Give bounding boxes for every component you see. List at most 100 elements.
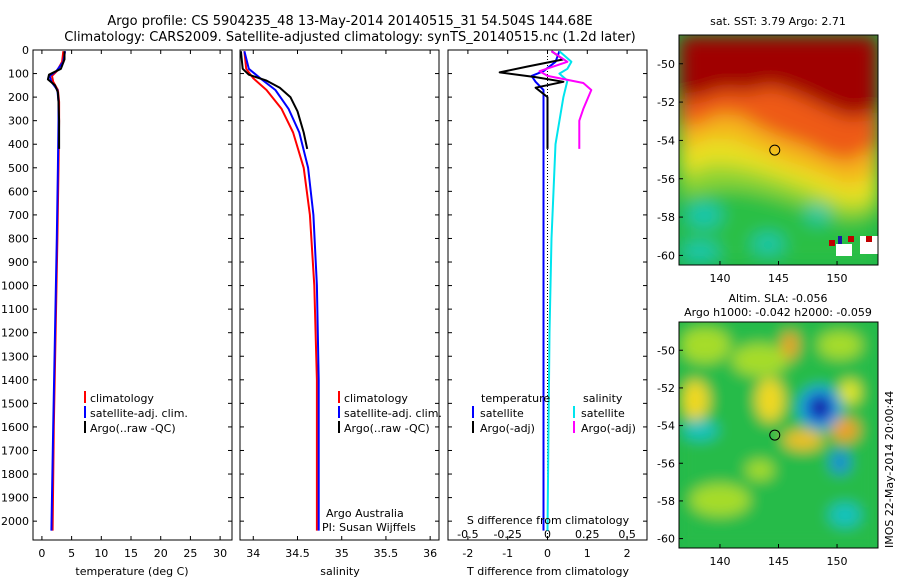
legend-label-sal-satellite: satellite — [581, 407, 625, 420]
sla-argo-location-marker — [769, 429, 781, 441]
x-tick-label: 35 — [335, 547, 349, 560]
salinity-series — [239, 50, 320, 531]
legend-swatch-sal-argo — [573, 421, 575, 433]
sla-map — [679, 322, 878, 548]
x-tick-label: 20 — [154, 547, 168, 560]
difference-top-label: S difference from climatology — [467, 514, 630, 527]
series-line-argo-raw-qc — [46, 51, 66, 149]
y-tick-label: 2000 — [1, 515, 29, 528]
source-note-line-1: Argo Australia — [326, 507, 404, 520]
map-y-tick-label: -60 — [657, 249, 675, 262]
salinity-legend: climatology satellite-adj. clim. Argo(..… — [338, 391, 442, 435]
map-y-tick-label: -60 — [657, 533, 675, 546]
sst-map — [679, 35, 878, 265]
legend-swatch-climatology — [84, 391, 86, 403]
legend-swatch-climatology — [338, 391, 340, 403]
legend-swatch-temp-argo — [472, 421, 474, 433]
y-tick-label: 1200 — [1, 327, 29, 340]
x-tick-label: -2 — [462, 547, 473, 560]
series-line-temperature-satellite — [530, 50, 561, 531]
legend-label-satellite: satellite-adj. clim. — [344, 407, 442, 420]
sla-map-axes: 140 145 150 -50 -52 -54 -56 -58 -60 — [657, 344, 847, 568]
title-line-2: Climatology: CARS2009. Satellite-adjuste… — [64, 30, 636, 45]
series-line-temperature-argo-adj — [498, 50, 565, 149]
temperature-panel-frame — [32, 49, 233, 541]
x-tick-label: 36 — [423, 547, 437, 560]
series-line-argo-raw-qc — [239, 51, 309, 150]
sst-argo-location-marker — [769, 144, 781, 156]
imos-timestamp: IMOS 22-May-2014 20:00:44 — [883, 391, 896, 548]
map-x-tick-label: 140 — [709, 272, 730, 285]
series-line-satellite-adj-clim — [243, 50, 320, 531]
y-tick-label: 400 — [8, 138, 29, 151]
y-tick-label: 800 — [8, 232, 29, 245]
legend-label-argo: Argo(..raw -QC) — [90, 422, 176, 435]
sst-map-title: sat. SST: 3.79 Argo: 2.71 — [710, 15, 846, 28]
x-tick-label: 15 — [124, 547, 138, 560]
series-line-salinity-argo-adj — [538, 50, 593, 149]
x-tick-label: 2 — [624, 547, 631, 560]
map-y-tick-label: -50 — [657, 58, 675, 71]
top-tick-label: 0.25 — [575, 528, 600, 541]
map-x-tick-label: 145 — [768, 555, 789, 568]
map-y-tick-label: -54 — [657, 420, 675, 433]
legend-swatch-sal-satellite — [573, 406, 575, 418]
legend-label-climatology: climatology — [90, 392, 154, 405]
legend-swatch-temp-satellite — [472, 406, 474, 418]
y-tick-label: 1700 — [1, 444, 29, 457]
legend-swatch-satellite — [84, 406, 86, 418]
y-tick-label: 1100 — [1, 303, 29, 316]
sst-map-axes: 140 145 150 -50 -52 -54 -56 -58 -60 — [657, 58, 847, 285]
y-tick-label: 1400 — [1, 374, 29, 387]
map-x-tick-label: 150 — [827, 555, 848, 568]
salinity-xlabel: salinity — [320, 565, 360, 578]
difference-legend: temperature satellite Argo(-adj) salinit… — [472, 392, 636, 435]
legend-label-climatology: climatology — [344, 392, 408, 405]
x-tick-label: 0 — [544, 547, 551, 560]
temperature-axes: 0100200300400500600700800900100011001200… — [1, 44, 232, 560]
legend-title-temperature: temperature — [481, 392, 550, 405]
x-tick-label: 0 — [38, 547, 45, 560]
map-y-tick-label: -56 — [657, 457, 675, 470]
map-x-tick-label: 145 — [768, 272, 789, 285]
x-tick-label: 10 — [94, 547, 108, 560]
x-tick-label: -1 — [502, 547, 513, 560]
x-tick-label: 5 — [68, 547, 75, 560]
top-tick-label: 0.5 — [618, 528, 636, 541]
top-tick-label: 0 — [544, 528, 551, 541]
map-x-tick-label: 150 — [827, 272, 848, 285]
legend-label-temp-satellite: satellite — [480, 407, 524, 420]
series-line-climatology — [243, 51, 318, 531]
series-line-salinity-satellite — [546, 50, 573, 531]
y-tick-label: 100 — [8, 68, 29, 81]
x-tick-label: 30 — [213, 547, 227, 560]
difference-series — [498, 50, 593, 531]
y-tick-label: 500 — [8, 162, 29, 175]
x-tick-label: 1 — [584, 547, 591, 560]
y-tick-label: 700 — [8, 209, 29, 222]
legend-swatch-satellite — [338, 406, 340, 418]
title-line-1: Argo profile: CS 5904235_48 13-May-2014 … — [107, 14, 592, 29]
x-tick-label: 35.5 — [374, 547, 399, 560]
y-tick-label: 600 — [8, 185, 29, 198]
y-tick-label: 900 — [8, 256, 29, 269]
sla-map-title-line-1: Altim. SLA: -0.056 — [728, 292, 827, 305]
top-tick-label: -0.25 — [493, 528, 521, 541]
legend-label-argo: Argo(..raw -QC) — [344, 422, 430, 435]
y-tick-label: 1900 — [1, 492, 29, 505]
difference-axes: -2 -1 0 1 2 -0.5 -0.25 0 0.25 0.5 — [448, 49, 647, 560]
legend-title-salinity: salinity — [583, 392, 623, 405]
y-tick-label: 0 — [22, 44, 29, 57]
map-y-tick-label: -58 — [657, 211, 675, 224]
legend-swatch-argo — [84, 421, 86, 433]
map-y-tick-label: -58 — [657, 495, 675, 508]
top-tick-label: -0.5 — [457, 528, 478, 541]
map-y-tick-label: -52 — [657, 96, 675, 109]
y-tick-label: 300 — [8, 115, 29, 128]
y-tick-label: 1300 — [1, 350, 29, 363]
map-y-tick-label: -56 — [657, 173, 675, 186]
sla-map-title-line-2: Argo h1000: -0.042 h2000: -0.059 — [684, 306, 872, 319]
temperature-series — [46, 51, 67, 531]
map-y-tick-label: -54 — [657, 134, 675, 147]
